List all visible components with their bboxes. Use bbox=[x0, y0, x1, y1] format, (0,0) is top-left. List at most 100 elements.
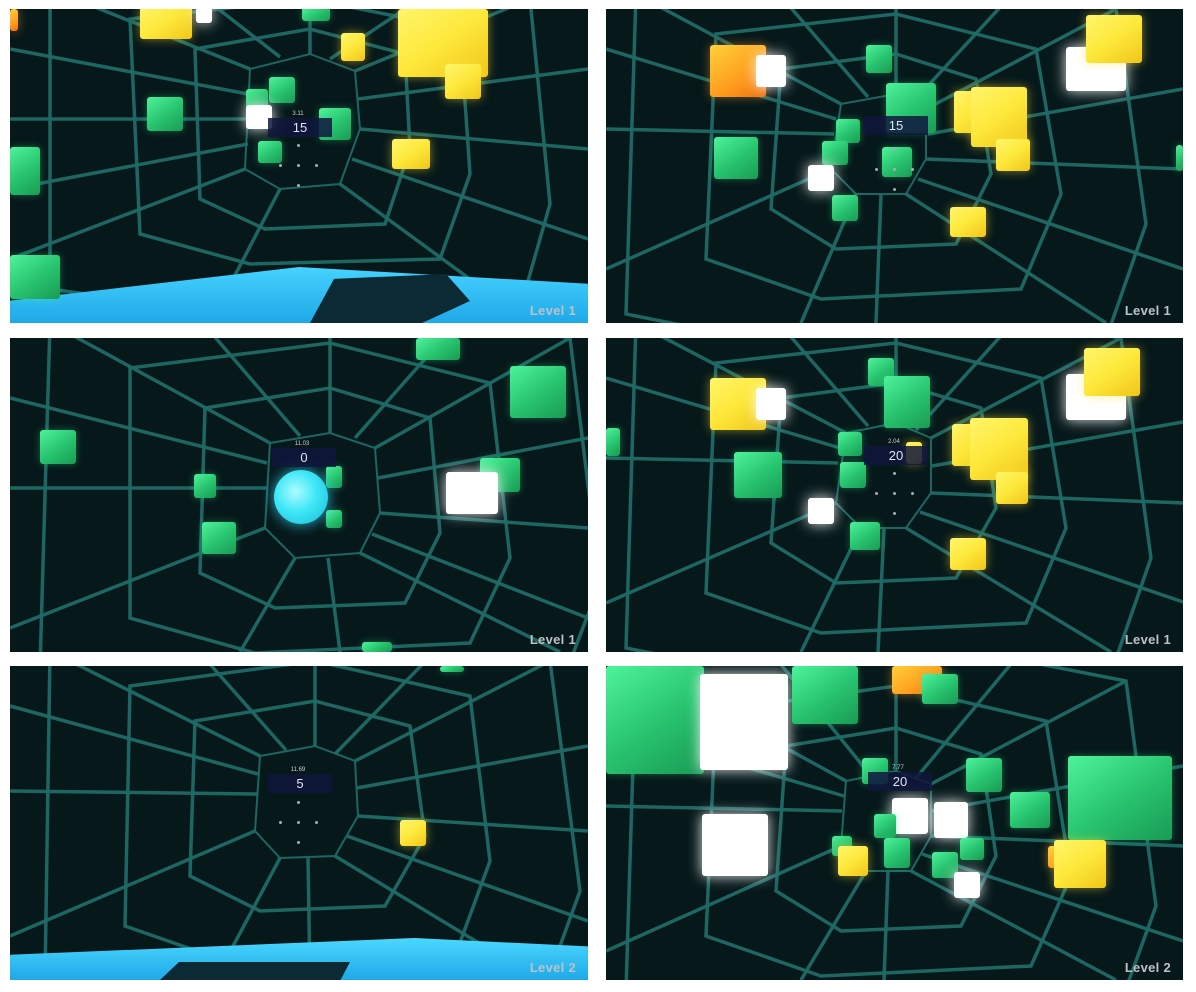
white-cube bbox=[934, 802, 968, 838]
green-cube bbox=[40, 430, 76, 464]
level-label: Level 2 bbox=[1124, 960, 1171, 975]
yellow-cube bbox=[1086, 15, 1142, 63]
crosshair-icon bbox=[275, 799, 321, 845]
score-counter: 20 bbox=[864, 446, 928, 465]
green-cube bbox=[836, 119, 860, 143]
level-label: Level 2 bbox=[529, 960, 576, 975]
yellow-cube bbox=[445, 64, 481, 99]
green-cube bbox=[922, 674, 958, 704]
green-cube bbox=[1176, 145, 1183, 171]
game-view-panel-5: 11.69 5 Level 2 bbox=[10, 666, 588, 980]
timer-readout: 11.69 bbox=[290, 767, 306, 773]
white-cube bbox=[756, 55, 786, 87]
green-cube bbox=[10, 255, 60, 299]
score-counter: 0 bbox=[272, 448, 336, 467]
game-view-panel-1: 3.11 15 Level 1 bbox=[10, 9, 588, 323]
score-counter: 5 bbox=[268, 774, 332, 793]
yellow-cube bbox=[950, 207, 986, 237]
green-cube bbox=[202, 522, 236, 554]
green-cube bbox=[822, 141, 848, 165]
green-cube bbox=[606, 428, 620, 456]
green-cube bbox=[510, 366, 566, 418]
green-cube bbox=[302, 9, 330, 21]
white-cube bbox=[808, 165, 834, 191]
green-cube bbox=[326, 466, 342, 488]
score-counter: 15 bbox=[268, 118, 332, 137]
green-cube bbox=[362, 642, 392, 652]
green-cube bbox=[850, 522, 880, 550]
green-cube bbox=[792, 666, 858, 724]
green-cube bbox=[734, 452, 782, 498]
hud: 2.04 20 bbox=[864, 438, 928, 465]
white-cube bbox=[246, 105, 272, 129]
timer-readout: 3.11 bbox=[292, 111, 304, 117]
hud: 11.03 0 bbox=[272, 440, 336, 467]
score-counter: 15 bbox=[864, 116, 928, 135]
green-cube bbox=[874, 814, 896, 838]
game-view-panel-4: 2.04 20 Level 1 bbox=[606, 338, 1183, 652]
yellow-cube bbox=[392, 139, 430, 169]
green-cube bbox=[714, 137, 758, 179]
orange-cube bbox=[10, 9, 18, 31]
white-cube bbox=[756, 388, 786, 420]
player-orb bbox=[274, 470, 328, 524]
green-cube bbox=[1010, 792, 1050, 828]
level-label: Level 1 bbox=[529, 632, 576, 647]
crosshair-icon bbox=[871, 146, 917, 192]
green-cube bbox=[884, 376, 930, 428]
game-view-panel-3: 11.03 0 Level 1 bbox=[10, 338, 588, 652]
game-view-panel-6: 7.77 20 Level 2 bbox=[606, 666, 1183, 980]
hud: 7.77 20 bbox=[868, 764, 932, 791]
green-cube bbox=[194, 474, 216, 498]
yellow-cube bbox=[971, 87, 1027, 147]
hud: 3.11 15 bbox=[268, 110, 332, 137]
score-counter: 20 bbox=[868, 772, 932, 791]
yellow-cube bbox=[838, 846, 868, 876]
yellow-cube bbox=[970, 418, 1028, 480]
crosshair-icon bbox=[871, 470, 917, 516]
white-cube bbox=[196, 9, 212, 23]
yellow-cube bbox=[1084, 348, 1140, 396]
green-cube bbox=[840, 462, 866, 488]
white-cube bbox=[700, 674, 788, 770]
green-cube bbox=[966, 758, 1002, 792]
yellow-cube bbox=[996, 139, 1030, 171]
yellow-cube bbox=[341, 33, 365, 61]
yellow-cube bbox=[950, 538, 986, 570]
yellow-cube bbox=[400, 820, 426, 846]
hud: 11.69 5 bbox=[268, 766, 332, 793]
level-label: Level 1 bbox=[1124, 303, 1171, 318]
level-label: Level 1 bbox=[1124, 632, 1171, 647]
green-cube bbox=[866, 45, 892, 73]
green-cube bbox=[932, 852, 958, 878]
timer-readout: 2.04 bbox=[888, 439, 900, 445]
green-cube bbox=[832, 195, 858, 221]
game-view-panel-2: 15 Level 1 bbox=[606, 9, 1183, 323]
crosshair-icon bbox=[275, 142, 321, 188]
green-cube bbox=[440, 666, 464, 672]
green-cube bbox=[838, 432, 862, 456]
green-cube bbox=[326, 510, 342, 528]
white-cube bbox=[954, 872, 980, 898]
white-cube bbox=[446, 472, 498, 514]
yellow-cube bbox=[996, 472, 1028, 504]
tunnel-grid bbox=[10, 338, 588, 652]
green-cube bbox=[258, 141, 282, 163]
green-cube bbox=[960, 838, 984, 860]
level-label: Level 1 bbox=[529, 303, 576, 318]
white-cube bbox=[702, 814, 768, 876]
green-cube bbox=[416, 338, 460, 360]
white-cube bbox=[892, 798, 928, 834]
green-cube bbox=[1068, 756, 1172, 840]
hud: 15 bbox=[864, 116, 928, 135]
yellow-cube bbox=[1054, 840, 1106, 888]
green-cube bbox=[269, 77, 295, 103]
green-cube bbox=[606, 666, 704, 774]
green-cube bbox=[10, 147, 40, 195]
timer-readout: 11.03 bbox=[294, 441, 310, 447]
green-cube bbox=[882, 147, 912, 177]
green-cube bbox=[884, 838, 910, 868]
green-cube bbox=[147, 97, 183, 131]
floor-gap bbox=[160, 962, 350, 980]
white-cube bbox=[808, 498, 834, 524]
